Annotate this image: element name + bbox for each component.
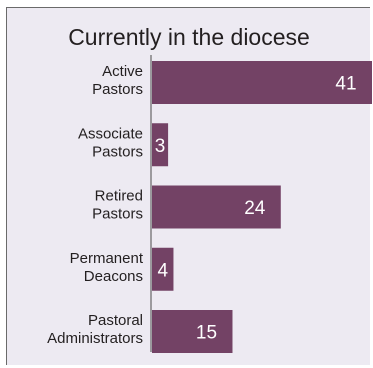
bar-0 xyxy=(152,61,372,104)
category-label-line: Pastors xyxy=(92,143,143,160)
value-label-3: 4 xyxy=(157,260,168,281)
bar-3 xyxy=(152,247,174,291)
category-label-4: Pastoral Administrators xyxy=(47,312,143,347)
category-label-2: Retired Pastors xyxy=(92,188,143,223)
category-label-line: Pastors xyxy=(92,81,143,98)
bar-1 xyxy=(152,123,169,167)
category-label-line: Active xyxy=(102,63,143,80)
category-label-line: Associate xyxy=(78,125,143,142)
category-label-0: Active Pastors xyxy=(92,63,143,98)
value-label-1: 3 xyxy=(155,136,166,157)
bar-2 xyxy=(152,185,281,229)
category-label-3: Permanent Deacons xyxy=(70,250,144,285)
category-label-line: Permanent xyxy=(70,250,144,267)
category-label-line: Pastors xyxy=(92,206,143,223)
category-label-line: Administrators xyxy=(47,330,143,347)
bar-4 xyxy=(152,310,233,353)
category-label-1: Associate Pastors xyxy=(78,125,143,160)
category-label-line: Retired xyxy=(95,188,143,205)
category-label-line: Pastoral xyxy=(88,312,143,329)
value-label-4: 15 xyxy=(196,323,217,344)
chart-title: Currently in the diocese xyxy=(68,24,310,50)
value-label-2: 24 xyxy=(244,198,266,219)
category-label-line: Deacons xyxy=(84,268,143,285)
value-label-0: 41 xyxy=(335,74,356,95)
